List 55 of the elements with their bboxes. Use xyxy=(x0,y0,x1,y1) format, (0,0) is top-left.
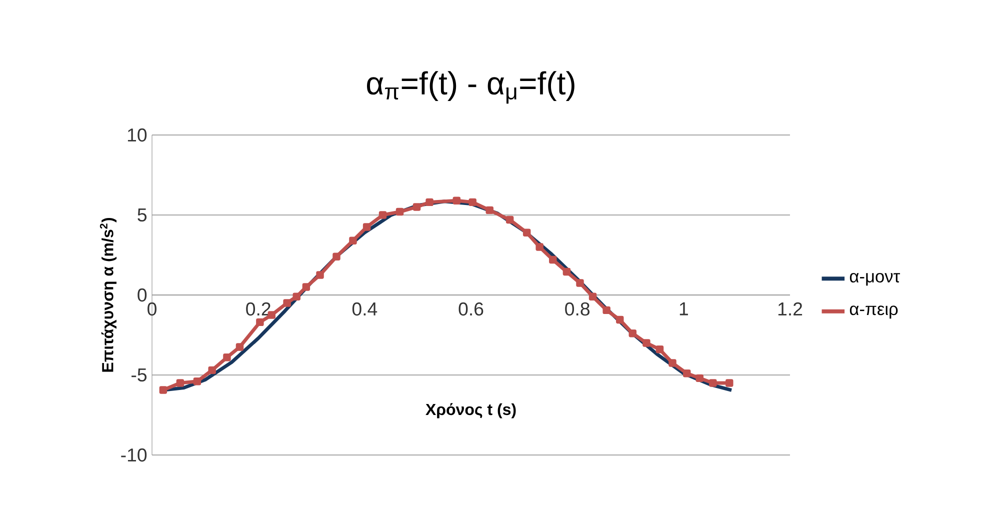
x-tick-label: 0 xyxy=(148,302,156,316)
point xyxy=(709,379,717,387)
point xyxy=(256,318,264,326)
point xyxy=(726,379,734,387)
chart-title: α$_{π}$=f(t) - α$_{μ}$=f(t) xyxy=(366,71,574,104)
point xyxy=(468,198,476,206)
point xyxy=(283,299,291,307)
point xyxy=(656,346,664,354)
point xyxy=(378,211,387,219)
point xyxy=(486,206,494,214)
point xyxy=(562,268,571,276)
point xyxy=(362,223,371,231)
point xyxy=(193,378,202,386)
legend-label: α-πειρ xyxy=(850,306,898,319)
point xyxy=(506,216,514,224)
y-tick-label: -10 xyxy=(121,448,147,462)
x-tick-label: 0.2 xyxy=(246,302,270,316)
point xyxy=(668,359,676,367)
x-tick-label: 1.2 xyxy=(778,302,802,316)
y-axis-title: Επιτάχυνση α (m/s$^{2}$) xyxy=(100,218,116,372)
point xyxy=(223,354,231,362)
point xyxy=(412,203,421,211)
point xyxy=(316,271,324,279)
point xyxy=(576,279,584,287)
point xyxy=(696,374,704,382)
point xyxy=(159,386,168,394)
x-tick-label: 1 xyxy=(680,302,688,316)
point xyxy=(522,228,531,236)
point xyxy=(642,339,650,347)
point xyxy=(302,283,310,291)
point xyxy=(292,292,300,300)
x-axis-title: Χρόνος t (s) xyxy=(426,403,516,418)
point xyxy=(588,292,597,300)
point xyxy=(628,330,636,338)
point xyxy=(208,366,216,374)
y-tick-label: -5 xyxy=(132,368,147,382)
point xyxy=(236,343,244,351)
point xyxy=(332,252,340,260)
x-tick-label: 0.6 xyxy=(458,302,484,316)
point xyxy=(682,370,691,378)
point xyxy=(349,236,357,244)
x-tick-label: 0.4 xyxy=(352,302,378,316)
y-tick-label: 0 xyxy=(138,288,147,302)
point xyxy=(616,316,624,324)
point xyxy=(536,243,544,251)
legend-label: α-μοντ xyxy=(850,272,900,286)
point xyxy=(452,196,461,204)
x-tick-label: 0.8 xyxy=(565,302,590,316)
point xyxy=(549,256,557,264)
point xyxy=(426,198,434,206)
y-tick-label: 5 xyxy=(138,208,147,222)
y-tick-label: 10 xyxy=(128,128,147,142)
point xyxy=(602,306,610,314)
point xyxy=(396,208,404,216)
point xyxy=(176,379,184,387)
